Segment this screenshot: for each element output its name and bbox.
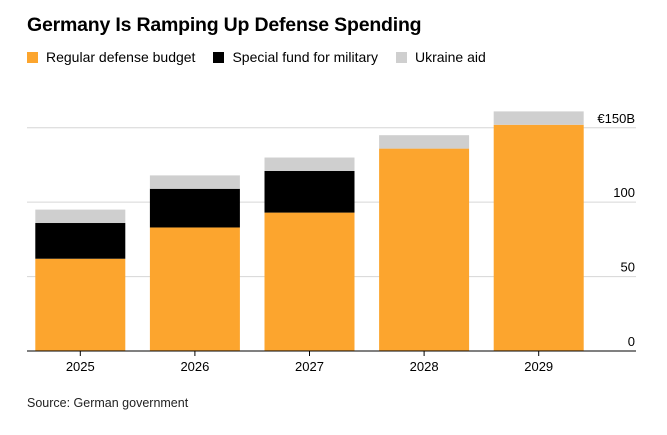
x-tick-label-2026: 2026 (180, 359, 209, 374)
source-note: Source: German government (27, 396, 189, 410)
chart-title: Germany Is Ramping Up Defense Spending (27, 14, 422, 36)
bar-2027-regular-defense-budget (264, 212, 355, 351)
bar-2028-regular-defense-budget (379, 148, 470, 351)
legend-swatch-special-fund (213, 51, 225, 63)
x-tick-label-2025: 2025 (66, 359, 95, 374)
legend-item-ukraine-aid: Ukraine aid (395, 49, 486, 65)
bar-2029-ukraine-aid (493, 111, 584, 125)
bar-2026-ukraine-aid (149, 175, 240, 189)
x-tick-label-2029: 2029 (524, 359, 553, 374)
legend-label-ukraine-aid: Ukraine aid (414, 49, 486, 65)
legend-swatch-ukraine-aid (395, 51, 407, 63)
bar-2026-special-fund-for-military (149, 188, 240, 228)
legend-swatch-regular (27, 51, 38, 63)
bar-2028-ukraine-aid (379, 135, 470, 149)
bar-2027-ukraine-aid (264, 157, 355, 171)
legend: Regular defense budget Special fund for … (27, 49, 504, 65)
legend-label-regular: Regular defense budget (46, 49, 196, 65)
bar-2029-regular-defense-budget (493, 124, 584, 351)
x-tick-label-2027: 2027 (295, 359, 324, 374)
bar-2025-special-fund-for-military (35, 223, 126, 259)
bar-2027-special-fund-for-military (264, 170, 355, 213)
y-tick-label-50: 50 (621, 260, 635, 275)
y-tick-label-100: 100 (613, 185, 635, 200)
y-tick-label-0: 0 (628, 334, 635, 349)
bar-2026-regular-defense-budget (149, 227, 240, 351)
bar-2025-regular-defense-budget (35, 258, 126, 351)
legend-label-special-fund: Special fund for military (232, 49, 378, 65)
legend-item-regular: Regular defense budget (27, 49, 195, 65)
legend-item-special-fund: Special fund for military (213, 49, 378, 65)
y-tick-label-150: €150B (597, 111, 635, 126)
x-tick-label-2028: 2028 (410, 359, 439, 374)
bar-2025-ukraine-aid (35, 209, 126, 224)
